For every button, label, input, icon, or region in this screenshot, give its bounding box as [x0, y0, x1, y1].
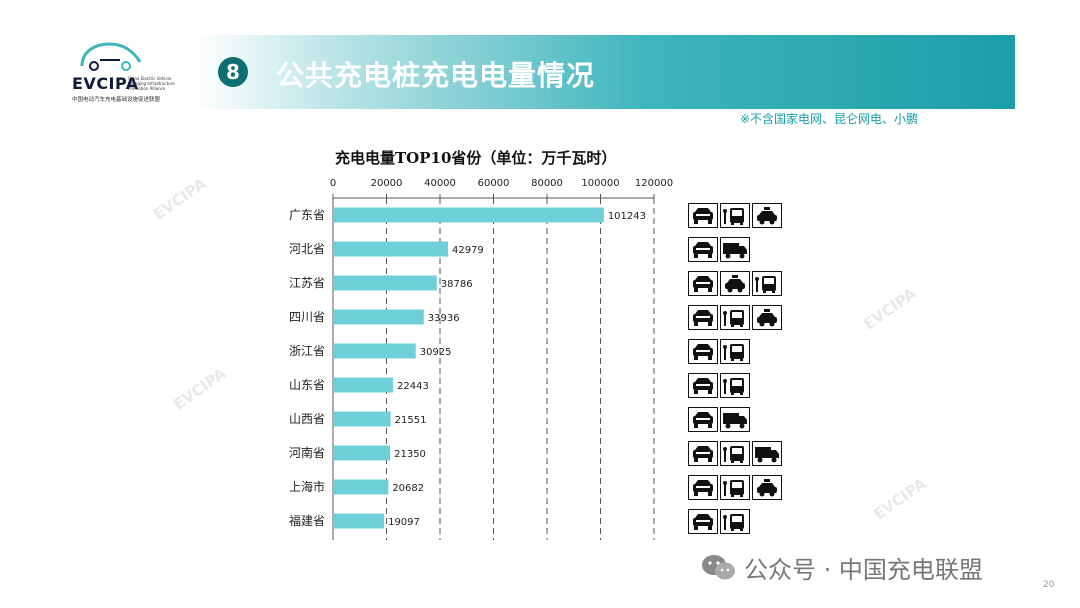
x-tick-label: 80000	[531, 178, 563, 189]
category-label: 山西省	[289, 412, 325, 426]
x-tick-label: 40000	[424, 178, 456, 189]
x-tick-label: 120000	[635, 178, 673, 189]
data-label: 20682	[392, 483, 424, 494]
wechat-icon	[702, 554, 735, 579]
x-tick-label: 60000	[478, 178, 510, 189]
bus-icon	[720, 373, 750, 398]
car-icon	[688, 373, 718, 398]
truck-icon	[752, 441, 782, 466]
bar	[333, 207, 604, 223]
car-icon	[688, 509, 718, 534]
car-icon	[688, 339, 718, 364]
page-title: 公共充电桩充电电量情况	[276, 59, 596, 92]
category-label: 山东省	[289, 378, 325, 392]
car-icon	[688, 271, 718, 296]
vehicle-icon-row	[688, 441, 782, 466]
bar	[333, 241, 448, 257]
logo-text: EVCIPA	[72, 74, 139, 93]
taxi-icon	[720, 271, 750, 296]
category-label: 河北省	[289, 242, 325, 256]
exclusion-note: ※不含国家电网、昆仑网电、小鹏	[740, 112, 919, 126]
data-label: 22443	[397, 381, 429, 392]
truck-icon	[720, 237, 750, 262]
x-tick-label: 100000	[581, 178, 619, 189]
logo-cn-name: 中国电动汽车充电基础设施促进联盟	[72, 97, 161, 103]
evcipa-logo: EVCIPA China Electric Vehicle Charging I…	[66, 40, 186, 104]
category-label: 河南省	[289, 445, 325, 460]
category-label: 广东省	[289, 208, 325, 222]
footer: 公众号 · 中国充电联盟	[700, 550, 983, 585]
bus-icon	[720, 475, 750, 500]
title-banner	[195, 35, 1015, 109]
category-label: 上海市	[289, 479, 325, 494]
car-icon	[688, 407, 718, 432]
category-label: 四川省	[289, 310, 325, 324]
data-label: 33936	[428, 313, 460, 324]
data-label: 19097	[388, 517, 420, 528]
bus-icon	[720, 441, 750, 466]
bar	[333, 479, 389, 495]
data-label: 38786	[441, 279, 473, 290]
truck-icon	[720, 407, 750, 432]
car-icon	[688, 203, 718, 228]
vehicle-icon-row	[688, 237, 750, 262]
vehicle-icon-row	[688, 373, 750, 398]
bus-icon	[720, 509, 750, 534]
bus-icon	[720, 305, 750, 330]
bar	[333, 411, 391, 427]
bar	[333, 343, 416, 359]
bus-icon	[720, 339, 750, 364]
vehicle-icon-row	[688, 475, 782, 500]
car-icon	[688, 475, 718, 500]
car-icon	[688, 441, 718, 466]
x-tick-label: 20000	[371, 178, 403, 189]
taxi-icon	[752, 475, 782, 500]
logo-subtitle: China Electric Vehicle Charging Infrastr…	[128, 76, 175, 91]
category-label: 福建省	[289, 513, 325, 528]
section-number-badge: 8	[218, 57, 248, 87]
car-icon	[688, 237, 718, 262]
data-label: 42979	[452, 245, 484, 256]
bar	[333, 309, 424, 325]
vehicle-icon-row	[688, 509, 750, 534]
x-axis-ticks: 0 20000 40000 60000 80000 100000 120000	[330, 178, 673, 198]
x-tick-label: 0	[330, 178, 336, 189]
vehicle-icon-row	[688, 203, 782, 228]
car-icon	[688, 305, 718, 330]
bar	[333, 445, 391, 461]
data-label: 30925	[420, 347, 452, 358]
page-number: 20	[1043, 580, 1055, 590]
bar	[333, 377, 394, 393]
bar	[333, 513, 385, 529]
chart-bars: 广东省 101243 河北省 42979 江苏省 38786 四川省 33936 浙江省 3092…	[289, 207, 646, 529]
vehicle-icon-row	[688, 305, 782, 330]
data-label: 21551	[395, 415, 427, 426]
vehicle-icon-row	[688, 339, 750, 364]
data-label: 101243	[608, 211, 646, 222]
bus-icon	[720, 203, 750, 228]
logo-car-icon	[80, 42, 142, 71]
bus-icon	[752, 271, 782, 296]
taxi-icon	[752, 305, 782, 330]
bar	[333, 275, 437, 291]
category-label: 浙江省	[289, 344, 325, 358]
footer-account-name: 公众号 · 中国充电联盟	[744, 556, 983, 584]
category-label: 江苏省	[289, 276, 325, 290]
data-label: 21350	[394, 449, 426, 460]
chart-title: 充电电量TOP10省份（单位：万千瓦时）	[335, 149, 616, 167]
vehicle-icon-row	[688, 407, 750, 432]
vehicle-icon-row	[688, 271, 782, 296]
taxi-icon	[752, 203, 782, 228]
